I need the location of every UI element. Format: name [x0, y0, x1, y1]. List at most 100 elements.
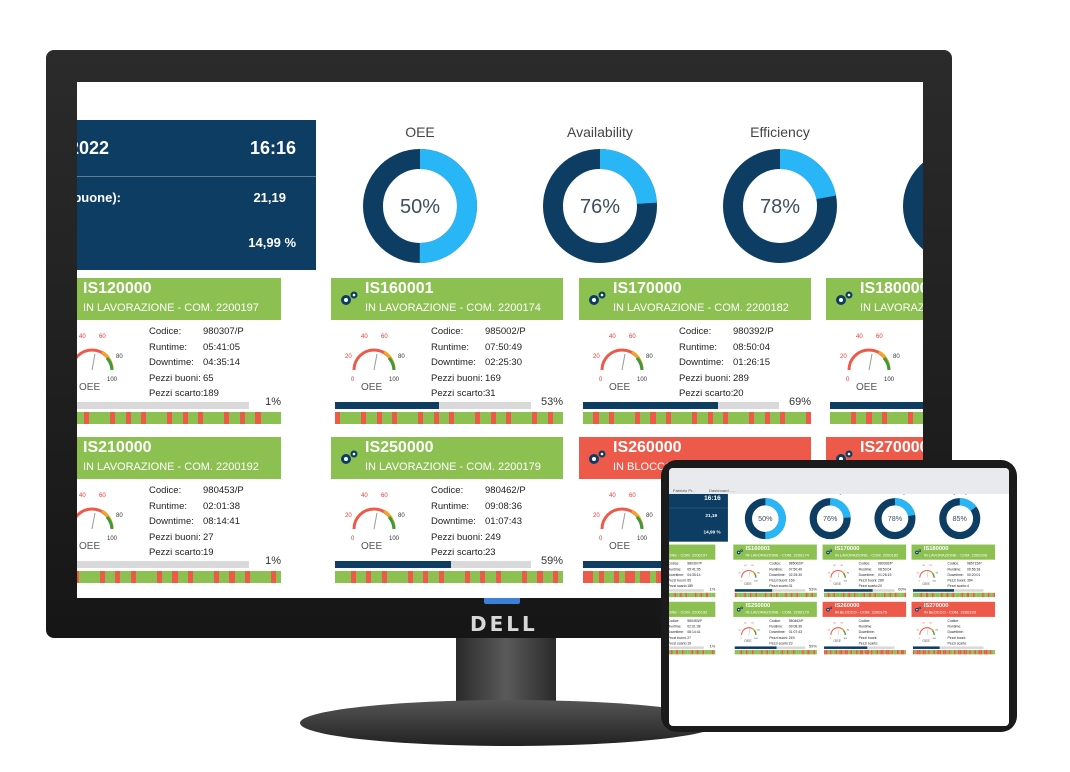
timeline-segment [706, 592, 708, 598]
machine-card[interactable]: IS270000 IN BLOCCO - COM. 2200193 40 60 … [911, 601, 996, 656]
timeline-segment [745, 592, 748, 598]
machine-card[interactable]: IS160001 IN LAVORAZIONE - COM. 2200174 4… [733, 544, 817, 599]
browser-tab-1[interactable]: Fabrizio Pr... [673, 488, 696, 493]
progress-percent: 1% [265, 555, 281, 567]
timeline-segment [876, 412, 882, 424]
timeline-segment [918, 412, 923, 424]
machine-card[interactable]: IS180000 IN LAVORAZIONE - COM. 2200208 4… [911, 544, 996, 599]
scrap-pieces-value: 23 [788, 641, 793, 646]
dial-tick: 60 [930, 622, 933, 624]
timeline-segment [887, 412, 893, 424]
timeline-segment [933, 592, 936, 598]
timeline-segment [687, 592, 690, 598]
scrap-pieces-label: Pezzi scarto: [669, 584, 688, 589]
timeline-segment [897, 412, 903, 424]
timeline-segment [464, 412, 470, 424]
dial-tick: 0 [741, 581, 743, 583]
dial-tick: 40 [856, 334, 863, 340]
timeline-segment [454, 571, 460, 583]
runtime-value: 07:50:49 [788, 567, 803, 572]
machine-card[interactable]: IS170000 IN LAVORAZIONE - COM. 2200182 4… [822, 544, 907, 599]
machine-card[interactable]: IS250000 IN LAVORAZIONE - COM. 2200179 4… [733, 601, 817, 656]
timeline-segment [902, 412, 908, 424]
dial-tick: 60 [841, 622, 844, 624]
good-pieces-label: Pezzi buoni: [431, 531, 483, 543]
dial-tick: 80 [398, 354, 405, 360]
timeline-segment [844, 650, 847, 655]
scrap-pieces-value: 19 [687, 641, 692, 646]
timeline-segment [833, 592, 836, 598]
dial-tick: 80 [936, 572, 939, 574]
timeline-segment [593, 571, 599, 583]
machine-card[interactable]: IS160001 IN LAVORAZIONE - COM. 2200174 4… [331, 278, 564, 428]
timeline-segment [927, 592, 930, 598]
timeline-segment [501, 412, 507, 424]
dial-tick: 100 [843, 638, 847, 640]
timeline-segment [713, 650, 716, 655]
machine-card[interactable]: IS120000 IN LAVORAZIONE - COM. 2200197 4… [77, 278, 282, 428]
timeline-segment [866, 592, 869, 598]
machine-card[interactable]: IS180000 IN LAVORAZIONE - COM. 2200208 4… [826, 278, 923, 428]
timeline-segment [918, 592, 921, 598]
progress-fill [734, 589, 773, 592]
timeline-segment [857, 592, 860, 598]
timeline-segment [115, 412, 121, 424]
timeline-segment [957, 592, 960, 598]
dial-tick: 100 [389, 377, 400, 383]
timeline-segment [933, 650, 936, 655]
timeline-segment [788, 592, 791, 598]
timeline-segment [691, 592, 693, 598]
timeline-segment [838, 650, 841, 655]
summary-divider [77, 176, 316, 177]
timeline-segment [167, 412, 173, 424]
downtime-label: Downtime: [679, 357, 724, 368]
machine-card[interactable]: IS170000 IN LAVORAZIONE - COM. 2200182 4… [579, 278, 812, 428]
good-pieces-label: Pezzi buoni: [947, 578, 967, 583]
browser-tab-2[interactable]: Dashboard - ... [709, 488, 736, 493]
dial-tick: 40 [922, 565, 925, 567]
timeline-segment [89, 571, 95, 583]
machine-card[interactable]: IS250000 IN LAVORAZIONE - COM. 2200179 4… [331, 437, 564, 587]
timeline-segment [146, 412, 152, 424]
progress-bar [830, 402, 923, 409]
timeline-segment [866, 650, 869, 655]
timeline-segment [950, 592, 953, 598]
timeline-segment [619, 412, 625, 424]
dial-tick: 60 [629, 334, 636, 340]
dial-tick: 100 [107, 536, 118, 542]
dial-tick: 0 [919, 638, 921, 640]
dial-tick: 80 [646, 354, 653, 360]
timeline-segment [506, 571, 512, 583]
dial-tick: 40 [361, 334, 368, 340]
good-pieces-label: Pezzi buoni: [769, 578, 788, 583]
timeline-segment [676, 650, 679, 655]
machine-card[interactable]: IS210000 IN LAVORAZIONE - COM. 2200192 4… [77, 437, 282, 587]
timeline-segment [234, 571, 240, 583]
timeline-segment [861, 592, 864, 598]
donut-remainder-arc [363, 149, 477, 263]
oee-label: OEE [361, 382, 383, 393]
machine-header: IS260000 IN BLOCCO - COM. 2200175 [822, 601, 907, 617]
timeline-segment [768, 650, 771, 655]
good-pieces-label: Pezzi buoni: [947, 635, 967, 640]
machine-card[interactable]: IS210000 IN LAVORAZIONE - COM. 2200192 4… [669, 601, 716, 656]
dial-tick: 20 [840, 354, 847, 360]
dial-tick: 40 [361, 493, 368, 499]
oee-label: OEE [609, 382, 631, 393]
timeline-segment [896, 592, 899, 598]
timeline-segment [702, 412, 708, 424]
timeline-segment [693, 592, 695, 598]
progress-fill [583, 402, 719, 409]
timeline-segment [939, 650, 941, 655]
timeline-segment [912, 650, 915, 655]
timeline-segment [679, 592, 682, 598]
timeline-segment [863, 650, 866, 655]
timeline-segment [798, 592, 801, 598]
timeline-segment [650, 412, 656, 424]
timeline-segment [980, 650, 983, 655]
machine-card[interactable]: IS120000 IN LAVORAZIONE - COM. 2200197 4… [669, 544, 716, 599]
dial-tick: 60 [99, 334, 106, 340]
machine-card[interactable]: IS260000 IN BLOCCO - COM. 2200175 40 60 … [822, 601, 907, 656]
timeline-segment [871, 412, 877, 424]
scrap-pieces-value: 31 [485, 388, 496, 399]
